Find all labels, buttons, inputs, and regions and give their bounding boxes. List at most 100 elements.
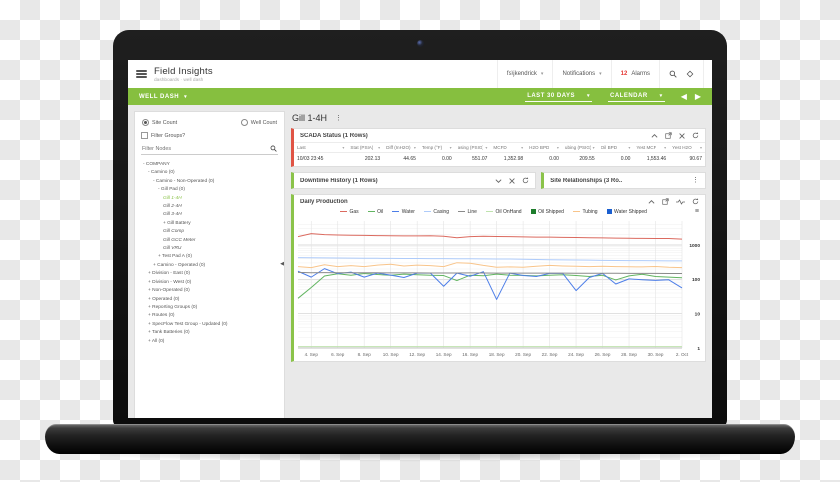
- laptop-screen: Field Insights dashboards · well dash fs…: [128, 60, 712, 418]
- expand-icon[interactable]: [665, 132, 672, 139]
- scada-column-header[interactable]: Oil BPD ▾: [598, 143, 634, 153]
- scada-column-header[interactable]: Stat (PSIA) ▾: [347, 143, 383, 153]
- legend-item[interactable]: Line: [458, 209, 477, 215]
- alarms-button[interactable]: 12 Alarms: [610, 60, 659, 88]
- previous-icon[interactable]: ◀: [680, 91, 687, 101]
- tree-item[interactable]: - Gill Pad (0): [158, 187, 185, 193]
- filter-nodes-input[interactable]: [142, 145, 270, 152]
- chevron-up-icon[interactable]: [648, 199, 655, 204]
- chevron-down-icon[interactable]: [495, 178, 502, 183]
- caret-down-icon[interactable]: ▾: [664, 145, 667, 150]
- notifications-menu[interactable]: Notifications ▾: [552, 60, 610, 88]
- kebab-menu-icon[interactable]: ⋮: [335, 114, 343, 122]
- tree-item[interactable]: + Gill Battery: [163, 220, 191, 226]
- date-range-select[interactable]: LAST 30 DAYS ▾: [525, 92, 592, 102]
- scada-column-header[interactable]: ubing (PSIG) ▾: [562, 143, 598, 153]
- legend-item[interactable]: Tubing: [572, 209, 598, 215]
- tree-item[interactable]: Gill Comp: [163, 229, 185, 235]
- tree-item[interactable]: Gill 1-4H: [163, 195, 182, 201]
- scada-cell: 0.00: [549, 156, 559, 162]
- legend-item[interactable]: Casing: [423, 209, 449, 215]
- tree-item[interactable]: + Reporting Groups (0): [148, 304, 198, 310]
- series-line: [297, 271, 682, 274]
- scada-row[interactable]: 10/03 23:45 202.13 44.65 0.00 551.07 1,352.98…: [294, 153, 705, 167]
- tree-item[interactable]: Gill GCC Meter: [163, 237, 196, 243]
- dashboard-selector[interactable]: WELL DASH ▾: [139, 94, 187, 100]
- search-icon[interactable]: [270, 145, 277, 152]
- tree-item[interactable]: + Division - East (0): [148, 271, 190, 277]
- legend-item[interactable]: Gas: [339, 209, 359, 215]
- caret-down-icon[interactable]: ▾: [592, 145, 595, 150]
- caret-down-icon[interactable]: ▾: [378, 145, 381, 150]
- y-axis-label: 100: [692, 277, 700, 283]
- chart-legend-row: Gas Oil Water Casing Line Oil OnHand Oil Shipp…: [294, 208, 705, 215]
- calendar-select[interactable]: CALENDAR ▾: [608, 92, 665, 102]
- scada-column-header[interactable]: H2O BPD ▾: [526, 143, 562, 153]
- caret-down-icon[interactable]: ▾: [449, 145, 452, 150]
- scada-column-header[interactable]: Yest H2O ▾: [669, 143, 705, 153]
- search-icon[interactable]: [669, 70, 677, 78]
- scada-column-header[interactable]: Temp (°F) ▾: [419, 143, 455, 153]
- tree-item[interactable]: Gill 3-4H: [163, 212, 182, 218]
- refresh-icon[interactable]: [522, 177, 529, 184]
- legend-item[interactable]: Oil: [367, 209, 383, 215]
- caret-down-icon: ▾: [586, 92, 590, 99]
- scada-column-header[interactable]: asing (PSIG) ▾: [455, 143, 491, 153]
- scada-cell: 0.00: [441, 156, 452, 162]
- tree-item[interactable]: + All (0): [148, 338, 165, 344]
- legend-item[interactable]: Oil OnHand: [485, 209, 522, 215]
- tree-item[interactable]: + Test Pad A (0): [158, 254, 192, 260]
- kebab-menu-icon[interactable]: ⋮: [692, 177, 699, 184]
- tree-item[interactable]: + Non-Operated (0): [148, 288, 190, 294]
- radio-selected-icon: [142, 119, 149, 126]
- close-icon[interactable]: [679, 132, 685, 139]
- diamond-nav-icon[interactable]: [686, 70, 694, 78]
- caret-down-icon[interactable]: ▾: [342, 145, 345, 150]
- sidebar-collapse-icon[interactable]: ◀: [280, 261, 284, 268]
- refresh-icon[interactable]: [692, 198, 699, 205]
- tree-item[interactable]: - Camino (0): [148, 170, 175, 176]
- site-count-radio[interactable]: Site Count: [142, 119, 177, 126]
- tree-item[interactable]: + SpecFlow Test Group - Updated (0): [148, 321, 228, 327]
- x-axis-label: 12. Sep: [409, 352, 425, 357]
- user-menu[interactable]: fs\jkendrick ▾: [496, 60, 553, 88]
- tree-item[interactable]: - COMPANY: [143, 162, 170, 167]
- tree-item[interactable]: Gill 2-4H: [163, 204, 182, 210]
- tree-item[interactable]: Gill VRU: [163, 246, 182, 252]
- hamburger-menu-icon[interactable]: [136, 70, 147, 78]
- legend-item[interactable]: Oil Shipped: [530, 209, 564, 215]
- legend-marker: [572, 210, 580, 213]
- caret-down-icon[interactable]: ▾: [413, 145, 416, 150]
- tree-item[interactable]: + Routes (0): [148, 313, 175, 319]
- legend-item[interactable]: Water Shipped: [606, 209, 647, 215]
- refresh-icon[interactable]: [692, 132, 699, 139]
- checkbox-icon: [141, 132, 148, 139]
- next-icon[interactable]: ▶: [694, 91, 701, 101]
- filter-groups-checkbox[interactable]: Filter Groups?: [141, 132, 278, 139]
- tree-item[interactable]: + Operated (0): [148, 296, 180, 302]
- filter-groups-label: Filter Groups?: [151, 132, 186, 139]
- downtime-history-panel: Downtime History (1 Rows): [291, 172, 537, 189]
- caret-down-icon[interactable]: ▾: [699, 145, 702, 150]
- tree-item[interactable]: + Camino - Operated (0): [153, 262, 206, 268]
- scada-column-header[interactable]: Last ▾: [294, 143, 347, 153]
- expand-icon[interactable]: [662, 198, 669, 205]
- scada-column-header[interactable]: MCFD ▾: [490, 143, 526, 153]
- pulse-icon[interactable]: [676, 198, 685, 205]
- tree-item[interactable]: + Division - West (0): [148, 279, 192, 285]
- caret-down-icon[interactable]: ▾: [485, 145, 488, 150]
- chart-menu-icon[interactable]: ≡: [694, 208, 699, 215]
- chart-legend: Gas Oil Water Casing Line Oil OnHand Oil Shipp…: [300, 209, 687, 215]
- scada-column-header[interactable]: Diff (InH2O) ▾: [383, 143, 419, 153]
- caret-down-icon[interactable]: ▾: [628, 145, 631, 150]
- well-count-radio[interactable]: Well Count: [240, 119, 277, 126]
- x-axis-label: 30. Sep: [648, 352, 664, 357]
- scada-column-header[interactable]: Yest MCF ▾: [633, 143, 669, 153]
- legend-item[interactable]: Water: [392, 209, 415, 215]
- close-icon[interactable]: [509, 177, 515, 184]
- caret-down-icon[interactable]: ▾: [521, 145, 524, 150]
- tree-item[interactable]: - Camino - Non-Operated (0): [153, 178, 215, 184]
- chevron-up-icon[interactable]: [651, 133, 658, 138]
- caret-down-icon[interactable]: ▾: [556, 145, 559, 150]
- tree-item[interactable]: + Tank Batteries (0): [148, 330, 190, 336]
